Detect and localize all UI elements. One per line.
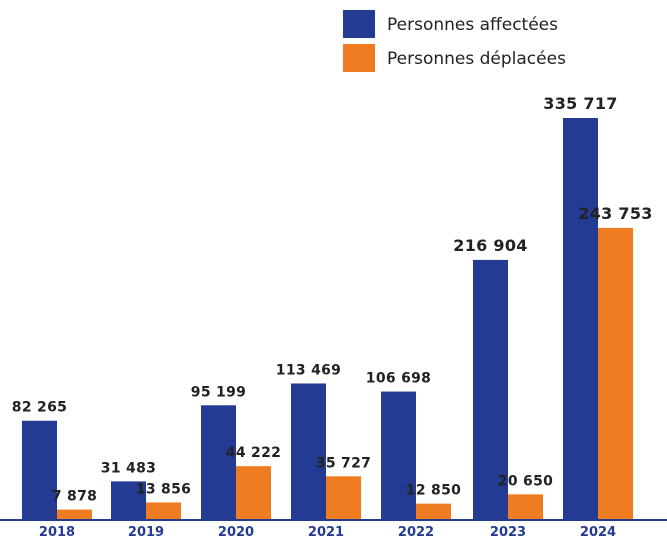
bar-deplacees-2024 xyxy=(598,227,633,519)
x-tick-label-2021: 2021 xyxy=(308,525,344,540)
legend-swatch-deplacees xyxy=(343,44,375,72)
bar-affectees-2021 xyxy=(291,383,326,519)
bar-affectees-2022 xyxy=(381,391,416,519)
value-label-affectees-2019: 31 483 xyxy=(101,460,156,476)
bar-affectees-2018 xyxy=(22,420,57,519)
value-label-affectees-2023: 216 904 xyxy=(453,236,527,255)
x-tick-label-2019: 2019 xyxy=(128,525,164,540)
x-tick-label-2020: 2020 xyxy=(218,525,254,540)
bar-affectees-2019 xyxy=(111,481,146,519)
value-label-affectees-2020: 95 199 xyxy=(191,384,246,400)
x-tick-label-2022: 2022 xyxy=(398,525,434,540)
value-label-deplacees-2024: 243 753 xyxy=(578,204,652,223)
legend-label-affectees: Personnes affectées xyxy=(387,15,558,35)
bar-affectees-2023 xyxy=(473,259,508,519)
x-tick-labels: 2018 2019 2020 2021 2022 2023 2024 xyxy=(39,525,616,540)
value-label-affectees-2022: 106 698 xyxy=(366,371,431,387)
value-label-deplacees-2020: 44 222 xyxy=(226,445,281,461)
value-label-deplacees-2021: 35 727 xyxy=(316,455,371,471)
value-label-deplacees-2022: 12 850 xyxy=(406,483,461,499)
bar-affectees-2024 xyxy=(563,118,598,519)
x-tick-label-2024: 2024 xyxy=(580,525,616,540)
legend-swatch-affectees xyxy=(343,10,375,38)
value-label-deplacees-2019: 13 856 xyxy=(136,481,191,497)
x-tick-label-2023: 2023 xyxy=(490,525,526,540)
value-label-deplacees-2018: 7 878 xyxy=(52,489,97,505)
x-tick-label-2018: 2018 xyxy=(39,525,75,540)
bars xyxy=(22,118,633,519)
bar-deplacees-2019 xyxy=(146,502,181,519)
legend-label-deplacees: Personnes déplacées xyxy=(387,49,566,69)
bar-affectees-2020 xyxy=(201,405,236,519)
bar-deplacees-2023 xyxy=(508,494,543,519)
value-label-deplacees-2023: 20 650 xyxy=(498,473,553,489)
value-label-affectees-2024: 335 717 xyxy=(543,94,617,113)
bar-deplacees-2022 xyxy=(416,503,451,519)
value-label-affectees-2021: 113 469 xyxy=(276,362,341,378)
value-label-affectees-2018: 82 265 xyxy=(12,400,67,416)
bar-deplacees-2020 xyxy=(236,466,271,519)
bar-deplacees-2018 xyxy=(57,509,92,519)
legend: Personnes affectées Personnes déplacées xyxy=(343,10,566,72)
bar-deplacees-2021 xyxy=(326,476,361,519)
